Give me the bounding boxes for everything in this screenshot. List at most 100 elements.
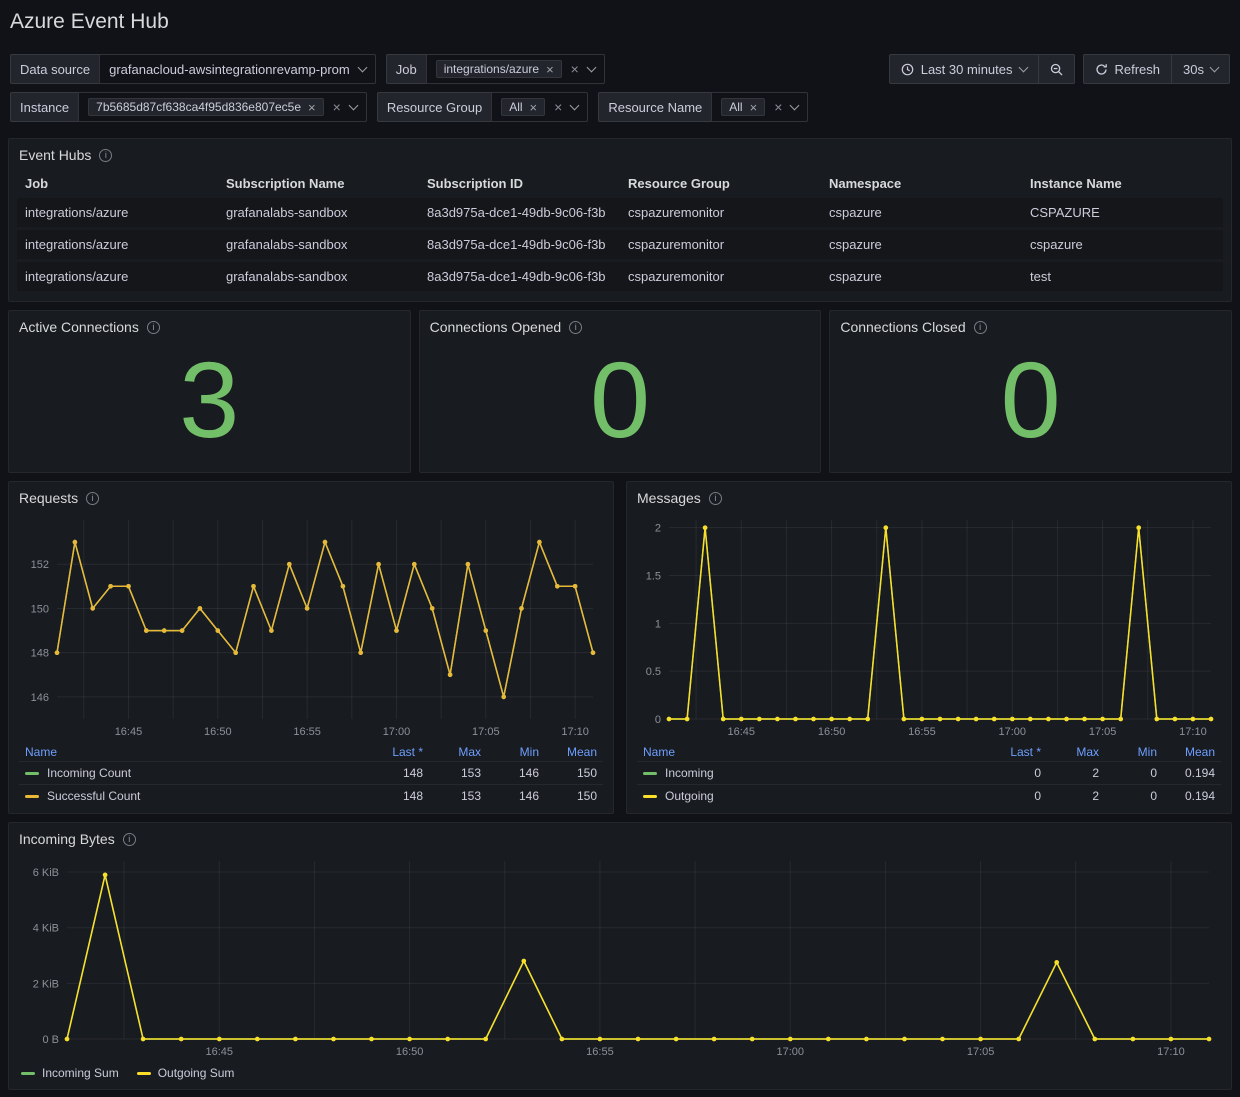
panel-event-hubs: Event Hubs i Job Subscription Name Subsc…	[8, 138, 1232, 302]
svg-text:0 B: 0 B	[42, 1034, 59, 1046]
resource-group-value-chip[interactable]: All ×	[501, 98, 546, 116]
info-icon[interactable]: i	[708, 491, 722, 505]
legend-value-min: 0	[1150, 789, 1157, 803]
instance-value-chip[interactable]: 7b5685d87cf638ca4f95d836e807ec5e ×	[88, 98, 324, 116]
incoming-bytes-chart[interactable]: 0 B 2 KiB 4 KiB 6 KiB 16:45 16:50 16:55 17:00 17…	[17, 851, 1223, 1063]
legend-header-mean[interactable]: Mean	[566, 745, 597, 759]
remove-value-icon[interactable]: ×	[749, 99, 758, 115]
legend-header-max[interactable]: Max	[458, 745, 481, 759]
zoom-out-time-button[interactable]	[1037, 54, 1075, 84]
refresh-interval-picker[interactable]: 30s	[1171, 54, 1230, 84]
legend-header-row: Name Last * Max Min Mean	[637, 743, 1221, 762]
legend-header-mean[interactable]: Mean	[1184, 745, 1215, 759]
panel-title[interactable]: Messages	[637, 490, 701, 506]
legend-value-max: 153	[460, 766, 481, 780]
column-header-subscription-name[interactable]: Subscription Name	[226, 176, 345, 191]
legend-value-max: 2	[1092, 789, 1099, 803]
info-glyph: i	[979, 321, 982, 332]
svg-text:16:45: 16:45	[115, 726, 143, 738]
panel-title[interactable]: Connections Opened	[429, 319, 562, 335]
info-glyph: i	[714, 492, 717, 503]
clear-icon[interactable]: ×	[332, 99, 341, 115]
panel-title[interactable]: Event Hubs	[19, 147, 92, 163]
clear-icon[interactable]: ×	[570, 61, 579, 77]
legend-value-max: 153	[460, 789, 481, 803]
chevron-down-icon[interactable]	[569, 100, 580, 110]
legend-header-min[interactable]: Min	[519, 745, 539, 759]
legend-value-mean: 0.194	[1184, 766, 1215, 780]
info-glyph: i	[574, 321, 577, 332]
info-icon[interactable]: i	[122, 832, 136, 846]
svg-text:146: 146	[31, 692, 49, 704]
clear-icon[interactable]: ×	[554, 99, 563, 115]
series-name[interactable]: Successful Count	[47, 789, 141, 803]
series-name[interactable]: Incoming	[665, 766, 714, 780]
clear-icon[interactable]: ×	[774, 99, 783, 115]
cell-job: integrations/azure	[17, 230, 218, 259]
instance-picker[interactable]: 7b5685d87cf638ca4f95d836e807ec5e × ×	[78, 92, 367, 122]
column-header-instance-name[interactable]: Instance Name	[1030, 176, 1122, 191]
column-header-job[interactable]: Job	[25, 176, 49, 191]
messages-chart[interactable]: 0 0.5 1 1.5 2 16:45 16:50 16:55 17:00 17:05 17:10	[635, 510, 1223, 743]
event-hubs-table-wrap: Job Subscription Name Subscription ID Re…	[9, 167, 1231, 301]
resource-name-value-chip[interactable]: All ×	[721, 98, 766, 116]
column-header-subscription-id[interactable]: Subscription ID	[427, 176, 524, 191]
chevron-down-icon[interactable]	[789, 100, 800, 110]
legend-item-incoming-sum[interactable]: Incoming Sum	[21, 1066, 119, 1080]
series-name[interactable]: Incoming Count	[47, 766, 132, 780]
legend-item-outgoing-sum[interactable]: Outgoing Sum	[136, 1066, 234, 1080]
info-icon[interactable]: i	[146, 320, 160, 334]
refresh-button[interactable]: Refresh	[1082, 54, 1173, 84]
legend-header-last[interactable]: Last *	[392, 745, 423, 759]
legend-header-max[interactable]: Max	[1076, 745, 1099, 759]
svg-text:2: 2	[655, 523, 661, 535]
cell-subscription-name: grafanalabs-sandbox	[218, 262, 419, 291]
svg-text:2 KiB: 2 KiB	[33, 978, 59, 990]
legend-value-mean: 150	[576, 789, 597, 803]
resource-name-picker[interactable]: All × ×	[711, 92, 809, 122]
info-icon[interactable]: i	[99, 148, 113, 162]
resource-group-picker[interactable]: All × ×	[491, 92, 589, 122]
remove-value-icon[interactable]: ×	[529, 99, 538, 115]
remove-value-icon[interactable]: ×	[308, 99, 316, 115]
svg-text:1: 1	[655, 618, 661, 630]
requests-chart[interactable]: 146 148 150 152 16:45 16:50 16:55 17:00 17:05 17:…	[17, 510, 605, 743]
remove-value-icon[interactable]: ×	[546, 61, 554, 77]
panel-title[interactable]: Connections Closed	[840, 319, 966, 335]
legend-row: Outgoing 0 2 0 0.194	[637, 784, 1221, 808]
job-value-chip[interactable]: integrations/azure ×	[435, 60, 562, 78]
legend-header-last[interactable]: Last *	[1010, 745, 1041, 759]
data-source-picker[interactable]: grafanacloud-awsintegrationrevamp-prom	[99, 54, 376, 84]
chevron-down-icon[interactable]	[348, 100, 359, 110]
time-range-picker[interactable]: Last 30 minutes	[888, 54, 1039, 84]
info-icon[interactable]: i	[86, 491, 100, 505]
legend-header-name[interactable]: Name	[643, 745, 676, 759]
column-header-namespace[interactable]: Namespace	[829, 176, 902, 191]
cell-subscription-name: grafanalabs-sandbox	[218, 198, 419, 227]
info-glyph: i	[91, 492, 94, 503]
info-icon[interactable]: i	[569, 320, 583, 334]
legend-header-min[interactable]: Min	[1137, 745, 1157, 759]
legend-value-last: 148	[402, 766, 423, 780]
job-picker[interactable]: integrations/azure × ×	[425, 54, 605, 84]
cell-subscription-id: 8a3d975a-dce1-49db-9c06-f3b	[419, 262, 620, 291]
svg-text:17:10: 17:10	[1179, 726, 1207, 738]
legend-header-name[interactable]: Name	[25, 745, 58, 759]
panel-header: Connections Opened i	[420, 311, 821, 339]
panel-header: Messages i	[627, 482, 1231, 510]
series-name[interactable]: Outgoing	[665, 789, 714, 803]
panel-messages: Messages i 0 0.5 1 1.5 2 16:45 16:50 16:55 17:00…	[626, 481, 1232, 814]
panel-connections-closed: Connections Closed i 0	[829, 310, 1232, 473]
event-hubs-table: Job Subscription Name Subscription ID Re…	[17, 167, 1223, 294]
legend-value-last: 0	[1034, 766, 1041, 780]
panel-title[interactable]: Active Connections	[19, 319, 139, 335]
chevron-down-icon[interactable]	[586, 62, 597, 72]
data-source-value: grafanacloud-awsintegrationrevamp-prom	[109, 61, 350, 77]
panel-title[interactable]: Incoming Bytes	[19, 831, 115, 847]
panel-title[interactable]: Requests	[19, 490, 79, 506]
chevron-down-icon[interactable]	[357, 62, 368, 72]
info-icon[interactable]: i	[973, 320, 987, 334]
series-swatch	[643, 795, 657, 799]
clock-icon	[901, 63, 914, 75]
column-header-resource-group[interactable]: Resource Group	[628, 176, 730, 191]
